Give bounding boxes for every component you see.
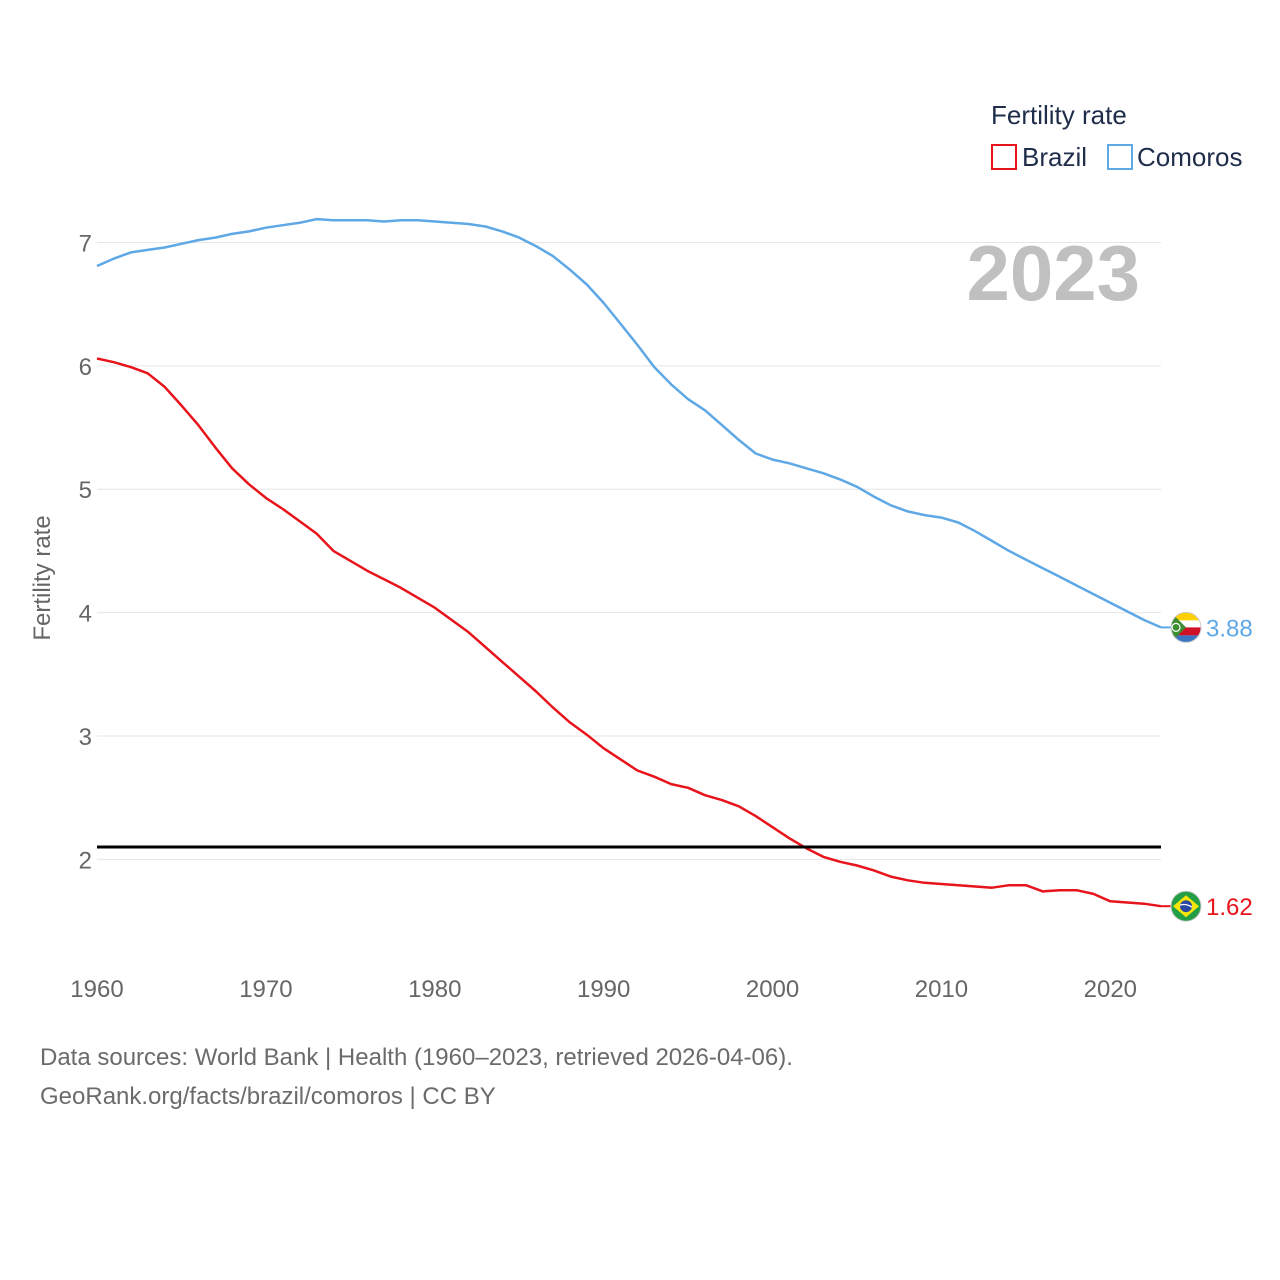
end-value-label-comoros: 3.88: [1206, 615, 1253, 642]
x-axis-ticks: 1960 1970 1980 1990 2000 2010 2020: [70, 976, 1137, 1003]
y-tick-label: 3: [79, 724, 92, 751]
legend-swatch-comoros: [1107, 144, 1133, 170]
y-tick-label: 7: [79, 231, 92, 258]
end-value-label-brazil: 1.62: [1206, 894, 1253, 921]
series-layer: [96, 217, 1162, 908]
legend: Fertility rate Brazil Comoros: [991, 100, 1242, 172]
x-tick-label: 2000: [746, 976, 799, 1003]
x-tick-label: 2010: [915, 976, 968, 1003]
y-axis-title: Fertility rate: [29, 515, 56, 640]
x-tick-label: 2020: [1084, 976, 1137, 1003]
y-axis-ticks: 2 3 4 5 6 7: [79, 231, 92, 875]
footer-source: Data sources: World Bank | Health (1960–…: [40, 1044, 793, 1071]
legend-swatch-brazil: [991, 144, 1017, 170]
y-tick-label: 6: [79, 354, 92, 381]
comoros-flag-icon: [1170, 611, 1202, 643]
grid-lines: [97, 242, 1161, 860]
x-tick-label: 1970: [239, 976, 292, 1003]
x-tick-label: 1960: [70, 976, 123, 1003]
x-tick-label: 1980: [408, 976, 461, 1003]
legend-item-brazil[interactable]: Brazil: [991, 142, 1087, 172]
legend-label-brazil: Brazil: [1022, 142, 1087, 172]
year-label: 2023: [966, 229, 1140, 317]
series-line-brazil: [96, 357, 1162, 908]
y-tick-label: 2: [79, 847, 92, 874]
brazil-flag-icon: [1170, 890, 1202, 922]
legend-title: Fertility rate: [991, 100, 1127, 130]
x-tick-label: 1990: [577, 976, 630, 1003]
legend-label-comoros: Comoros: [1137, 142, 1242, 172]
y-tick-label: 5: [79, 477, 92, 504]
series-endpoints: 1.62 3.88: [1161, 611, 1253, 922]
y-tick-label: 4: [79, 601, 92, 628]
legend-item-comoros[interactable]: Comoros: [1107, 142, 1242, 172]
series-line-comoros: [96, 217, 1162, 629]
footer-credit: GeoRank.org/facts/brazil/comoros | CC BY: [40, 1083, 496, 1110]
